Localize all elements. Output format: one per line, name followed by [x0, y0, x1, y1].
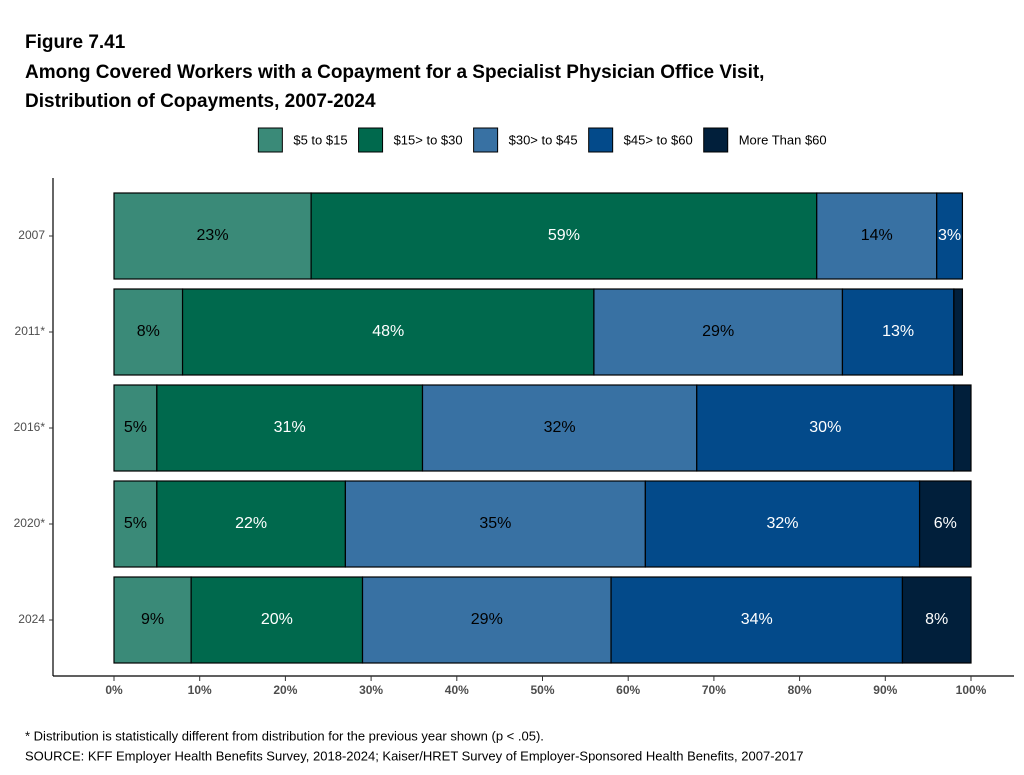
- x-tick-label: 70%: [702, 683, 726, 697]
- x-tick-label: 40%: [445, 683, 469, 697]
- x-tick-label: 20%: [273, 683, 297, 697]
- x-tick-label: 90%: [873, 683, 897, 697]
- data-label: 32%: [766, 515, 798, 532]
- data-label: 5%: [124, 419, 147, 436]
- figure-label: Figure 7.41: [25, 32, 126, 53]
- bar-segment: [953, 384, 972, 472]
- data-label: 35%: [479, 515, 511, 532]
- bar-segment: [361, 576, 612, 664]
- legend-label: $15> to $30: [394, 132, 463, 147]
- x-tick-label: 60%: [616, 683, 640, 697]
- data-label: 13%: [882, 323, 914, 340]
- y-tick-label: 2024: [18, 612, 45, 626]
- legend-swatch: [257, 127, 283, 153]
- data-label: 5%: [124, 515, 147, 532]
- data-label: 3%: [938, 227, 961, 244]
- footnote: * Distribution is statistically differen…: [25, 728, 544, 743]
- bar-segment: [181, 288, 595, 376]
- data-label: 32%: [544, 419, 576, 436]
- bar-segment: [113, 288, 184, 376]
- bar-segment: [936, 192, 964, 280]
- y-tick-label: 2007: [18, 228, 45, 242]
- y-tick-label: 2016*: [14, 420, 46, 434]
- x-tick-label: 50%: [530, 683, 554, 697]
- y-tick-label: 2020*: [14, 516, 46, 530]
- bar-segment: [593, 288, 844, 376]
- source: SOURCE: KFF Employer Health Benefits Sur…: [25, 748, 803, 763]
- bar-segment: [918, 480, 972, 568]
- y-tick-label: 2011*: [15, 324, 46, 338]
- bar-segment: [696, 384, 955, 472]
- legend-swatch: [473, 127, 499, 153]
- data-label: 20%: [261, 611, 293, 628]
- bar-segment: [421, 384, 698, 472]
- legend-label: $5 to $15: [293, 132, 347, 147]
- bar-segment: [644, 480, 921, 568]
- data-label: 29%: [471, 611, 503, 628]
- data-label: 22%: [235, 515, 267, 532]
- legend-swatch: [358, 127, 384, 153]
- chart-title: Among Covered Workers with a Copayment f…: [25, 62, 764, 83]
- data-label: 48%: [372, 323, 404, 340]
- data-label: 29%: [702, 323, 734, 340]
- legend-swatch: [703, 127, 729, 153]
- x-tick-label: 10%: [188, 683, 212, 697]
- bar-segment: [113, 384, 158, 472]
- bar-segment: [610, 576, 904, 664]
- data-label: 31%: [274, 419, 306, 436]
- x-tick-label: 30%: [359, 683, 383, 697]
- bar-segment: [953, 288, 964, 376]
- data-label: 14%: [861, 227, 893, 244]
- data-label: 34%: [741, 611, 773, 628]
- bar-segment: [344, 480, 646, 568]
- x-tick-label: 0%: [105, 683, 123, 697]
- x-tick-label: 100%: [956, 683, 987, 697]
- bar-segment: [190, 576, 364, 664]
- data-label: 8%: [137, 323, 160, 340]
- bar-segment: [113, 576, 192, 664]
- data-label: 6%: [934, 515, 957, 532]
- legend-label: $30> to $45: [509, 132, 578, 147]
- bar-segment: [156, 384, 424, 472]
- legend-label: More Than $60: [739, 132, 827, 147]
- legend-swatch: [588, 127, 614, 153]
- data-label: 8%: [925, 611, 948, 628]
- legend-label: $45> to $60: [624, 132, 693, 147]
- bar-segment: [901, 576, 972, 664]
- data-label: 23%: [197, 227, 229, 244]
- bar-segment: [816, 192, 938, 280]
- chart-title: Distribution of Copayments, 2007-2024: [25, 91, 376, 112]
- data-label: 59%: [548, 227, 580, 244]
- x-tick-label: 80%: [788, 683, 812, 697]
- data-label: 9%: [141, 611, 164, 628]
- data-label: 30%: [809, 419, 841, 436]
- bar-segment: [841, 288, 955, 376]
